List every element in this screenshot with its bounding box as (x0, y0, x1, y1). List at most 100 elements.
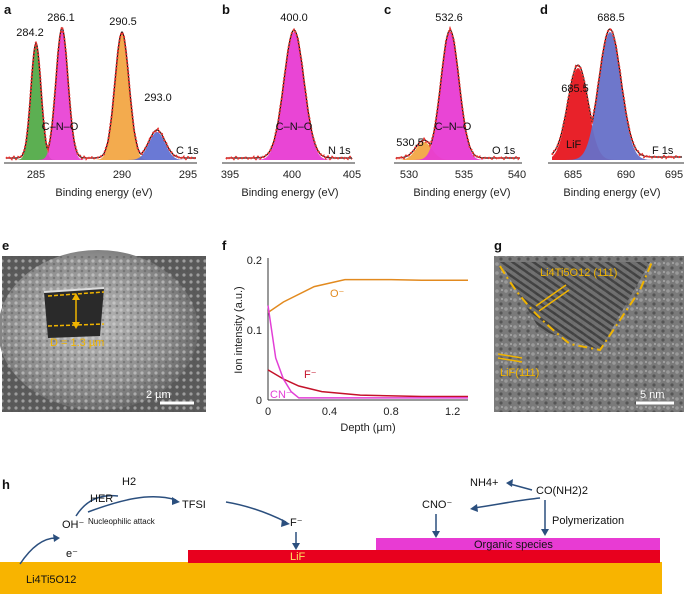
peak-label-c-2: 530.5 (396, 137, 424, 149)
fluoride-label: F⁻ (290, 517, 303, 529)
tick-b-3: 405 (343, 169, 361, 181)
peak-label-a-4: 293.0 (144, 92, 172, 104)
polymer-arrow-head (541, 529, 549, 536)
panel-d: d 685 690 695 Binding energy (eV) 688.5 … (540, 2, 684, 199)
lto-substrate (0, 562, 662, 594)
organic-label: Organic species (474, 539, 553, 551)
substrate-label: Li4Ti5O12 (26, 574, 76, 586)
polymer-label: Polymerization (552, 515, 624, 527)
nucleophilic-arrow (87, 496, 177, 513)
xlabel-f: Depth (µm) (340, 422, 395, 434)
lattice-marker-1 (535, 284, 567, 307)
panel-label-b: b (222, 2, 230, 17)
level-label-d: F 1s (652, 145, 674, 157)
depth-arrow-head-up (72, 293, 80, 300)
peak-fill-a-4 (6, 132, 196, 160)
panel-label-f: f (222, 238, 227, 253)
xlabel-a: Binding energy (eV) (55, 187, 152, 199)
tick-a-2: 290 (113, 169, 131, 181)
hydroxide-label: OH⁻ (62, 519, 85, 531)
level-label-b: N 1s (328, 145, 351, 157)
nh4-label: NH4+ (470, 477, 498, 489)
cno-formation-arrow (473, 497, 541, 509)
series-label-o: O⁻ (330, 288, 345, 300)
lif-marker-1 (497, 353, 523, 359)
envelope-curve-b (226, 29, 352, 159)
panel-label-h: h (2, 477, 10, 492)
tfsi-arrow (225, 501, 287, 523)
panel-c: c 530 535 540 Binding energy (eV) 532.6 … (384, 2, 526, 199)
depth-arrow-head-down (72, 322, 80, 329)
x-tick-f: 0.4 (322, 406, 337, 418)
series-line-cn (267, 305, 468, 399)
phase-label-lto: Li4Ti5O12 (111) (540, 267, 617, 279)
sem-texture (2, 256, 206, 412)
peak-fill-d-lif (552, 68, 682, 160)
peak-label-d-1: 688.5 (597, 12, 625, 24)
grain-boundary (499, 261, 653, 352)
series-line-o (267, 278, 468, 314)
panel-label-a: a (4, 2, 12, 17)
lif-layer (188, 550, 660, 563)
depth-bottom-line (47, 323, 105, 327)
tick-c-2: 535 (455, 169, 473, 181)
panel-h: h Li4Ti5O12 LiF Organic species e⁻ OH⁻ H… (0, 476, 662, 594)
fluoride-arrow-head (292, 543, 300, 550)
peak-fill-a-2 (6, 30, 196, 160)
species-label-d: LiF (566, 139, 582, 151)
electron-label: e⁻ (66, 548, 78, 560)
x-tick-f: 1.2 (445, 406, 460, 418)
lif-label: LiF (290, 551, 306, 563)
cno-label: CNO⁻ (422, 499, 452, 511)
xlabel-c: Binding energy (eV) (413, 187, 510, 199)
peak-fill-d-2 (552, 32, 682, 160)
panel-label-e: e (2, 238, 9, 253)
tick-d-1: 685 (564, 169, 582, 181)
cno-formation-arrow-head (470, 504, 478, 512)
panel-f: f Ion intensity (a.u.) 0 0.4 0.8 1.2 0 0.1 0.2… (222, 238, 468, 434)
ylabel-f: Ion intensity (a.u.) (233, 286, 245, 373)
tick-d-2: 690 (617, 169, 635, 181)
bond-label-b: C–N–O (276, 121, 313, 133)
tick-c-3: 540 (508, 169, 526, 181)
raw-data-d (551, 28, 683, 160)
panel-b: b 395 400 405 Binding energy (eV) 400.0 … (221, 2, 361, 199)
fib-trench (44, 288, 104, 338)
nh4-arrow (509, 483, 533, 491)
lattice-fringes (500, 262, 650, 350)
scale-label-g: 5 nm (640, 389, 664, 401)
tick-a-1: 285 (27, 169, 45, 181)
h2-label: H2 (122, 476, 136, 488)
attack-label: Nucleophilic attack (88, 517, 156, 526)
series-line-f (267, 369, 468, 398)
bond-label-c: C–N–O (435, 121, 472, 133)
x-tick-f: 0 (265, 406, 271, 418)
xlabel-d: Binding energy (eV) (563, 187, 660, 199)
peak-label-a-2: 286.1 (47, 12, 75, 24)
tick-a-3: 295 (179, 169, 197, 181)
y-tick-f: 0.2 (247, 255, 262, 267)
peak-label-a-1: 284.2 (16, 27, 44, 39)
phase-label-lif: LiF(111) (500, 367, 539, 379)
lattice-marker-2 (538, 289, 570, 312)
nucleophilic-arrow-head (172, 497, 180, 505)
tfsi-arrow-head (281, 519, 290, 527)
depth-top-line (47, 291, 105, 297)
xlabel-b: Binding energy (eV) (241, 187, 338, 199)
series-label-cn: CN⁻ (270, 389, 292, 401)
panel-label-c: c (384, 2, 391, 17)
panel-a: a 285 290 295 Binding energy (eV) 284.2 … (4, 2, 199, 199)
x-tick-f: 0.8 (383, 406, 398, 418)
raw-data-a (5, 26, 197, 161)
peak-label-b-1: 400.0 (280, 12, 308, 24)
y-tick-f: 0.1 (247, 325, 262, 337)
level-label-c: O 1s (492, 145, 516, 157)
tfsi-label: TFSI (182, 499, 206, 511)
level-label-a: C 1s (176, 145, 199, 157)
raw-data-c (395, 25, 521, 161)
tick-d-3: 695 (665, 169, 683, 181)
panel-label-d: d (540, 2, 548, 17)
tick-b-2: 400 (283, 169, 301, 181)
peak-label-d-2: 685.5 (561, 83, 589, 95)
